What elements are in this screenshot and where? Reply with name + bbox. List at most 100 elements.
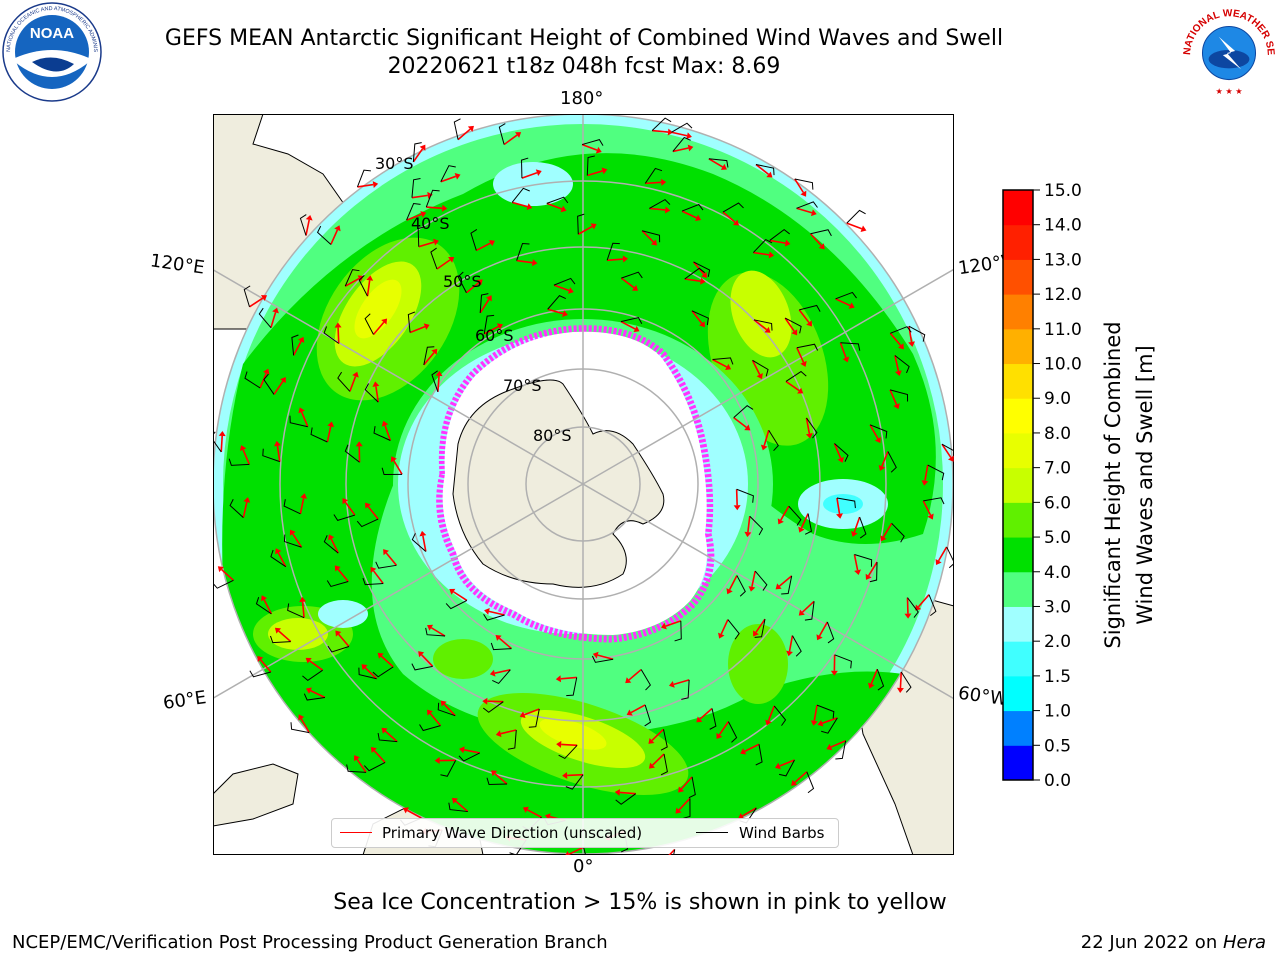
colorbar-band xyxy=(1003,537,1033,573)
wind-barb xyxy=(754,570,768,591)
wave-arrow-head xyxy=(402,807,410,814)
wave-arrow-head xyxy=(661,178,667,186)
wave-direction-arrow xyxy=(299,497,305,514)
wind-barb xyxy=(229,498,244,518)
wind-barb xyxy=(591,655,614,663)
wave-direction-arrow xyxy=(753,251,770,256)
colorbar-tick-label: 3.0 xyxy=(1044,597,1071,617)
wind-barb xyxy=(606,242,620,261)
wind-barb xyxy=(816,704,835,719)
wave-direction-arrow xyxy=(292,533,303,548)
wave-arrow-head xyxy=(562,771,568,779)
wave-direction-arrow xyxy=(684,278,701,282)
wind-barb xyxy=(520,157,529,179)
wave-arrow-head xyxy=(433,238,439,246)
wind-barb xyxy=(773,705,787,726)
wind-barb xyxy=(270,549,287,568)
colorbar-tick-label: 15.0 xyxy=(1044,181,1082,201)
wave-arrow-head xyxy=(701,271,708,279)
wave-direction-arrow xyxy=(337,327,340,344)
wave-direction-arrow xyxy=(620,320,636,330)
wind-barb xyxy=(755,744,763,766)
wave-direction-arrow xyxy=(326,426,332,443)
wave-direction-arrow xyxy=(784,317,795,332)
wind-barb xyxy=(553,277,576,286)
wave-direction-arrow xyxy=(620,277,635,289)
wave-arrow-head xyxy=(298,336,305,343)
wave-arrow-head xyxy=(805,433,813,439)
wind-barb xyxy=(430,247,438,270)
wind-barb xyxy=(283,534,302,548)
wave-arrow-head xyxy=(878,465,886,471)
wave-direction-arrow xyxy=(809,233,822,247)
legend-swatch-wind xyxy=(696,832,728,833)
wave-direction-arrow xyxy=(630,704,646,714)
wind-barb xyxy=(660,753,668,776)
wave-direction-arrow xyxy=(511,201,528,208)
wave-arrow-head xyxy=(622,255,629,263)
wind-barb xyxy=(826,621,835,644)
wave-direction-arrow xyxy=(882,522,893,538)
colorbar-tick-label: 5.0 xyxy=(1044,528,1071,548)
colorbar-band xyxy=(1003,259,1033,295)
wave-arrow-head xyxy=(648,762,655,769)
wind-barb xyxy=(289,415,308,428)
wind-barb xyxy=(712,357,734,365)
wave-arrow-head xyxy=(726,588,733,595)
wind-barb xyxy=(784,317,802,334)
wave-arrow-head xyxy=(894,370,902,376)
wind-barb xyxy=(891,522,905,543)
wave-direction-arrow xyxy=(430,627,446,637)
wind-barb xyxy=(362,577,384,586)
wave-direction-arrow xyxy=(475,242,491,252)
wave-direction-arrow xyxy=(494,668,511,674)
wave-arrow-head xyxy=(915,604,922,611)
wind-barb xyxy=(381,467,403,475)
wind-barb xyxy=(876,668,885,691)
wind-barb xyxy=(373,426,391,441)
wave-arrow-head xyxy=(299,596,307,603)
wind-barb xyxy=(907,597,919,618)
wind-barb xyxy=(419,724,441,732)
wave-direction-arrow xyxy=(278,630,292,643)
wave-arrow-head xyxy=(431,348,438,355)
wave-arrow-head xyxy=(556,740,562,748)
colorbar-band xyxy=(1003,328,1033,365)
wave-direction-arrow xyxy=(567,773,584,777)
wind-barb xyxy=(213,579,234,589)
wind-barb xyxy=(581,139,604,146)
wind-barb xyxy=(411,178,421,198)
wave-arrow-head xyxy=(354,755,360,762)
wave-direction-arrow xyxy=(242,449,251,465)
colorbar-band xyxy=(1003,606,1033,642)
wave-arrow-head xyxy=(896,687,904,693)
wind-barb xyxy=(941,443,954,452)
wave-direction-arrow xyxy=(830,739,846,748)
wave-arrow-head xyxy=(837,456,844,463)
footer-host: Hera xyxy=(1222,932,1266,953)
wind-barb xyxy=(528,708,540,728)
wave-direction-arrow xyxy=(372,321,385,336)
wave-direction-arrow xyxy=(220,435,223,452)
wave-direction-arrow xyxy=(755,163,770,175)
wave-arrow-head xyxy=(372,381,380,387)
wave-arrow-head xyxy=(686,132,692,140)
wave-direction-arrow xyxy=(259,659,272,673)
wave-arrow-head xyxy=(810,209,817,217)
wave-arrow-head xyxy=(495,634,502,641)
wave-arrow-head xyxy=(526,203,533,211)
wave-arrow-head xyxy=(366,275,374,281)
wave-arrow-head xyxy=(842,356,850,363)
wind-barb xyxy=(558,744,578,760)
wave-arrow-head xyxy=(738,812,745,820)
wind-barb xyxy=(768,430,779,452)
wave-direction-arrow xyxy=(344,501,356,516)
wave-arrow-head xyxy=(775,583,782,590)
wind-barb xyxy=(363,762,386,772)
wind-barb xyxy=(908,325,926,342)
wind-barb xyxy=(796,343,819,351)
colorbar-tick-label: 1.5 xyxy=(1044,667,1071,687)
wave-direction-arrow xyxy=(349,376,357,392)
colorbar-band xyxy=(1003,745,1033,781)
wind-barb xyxy=(792,635,802,657)
